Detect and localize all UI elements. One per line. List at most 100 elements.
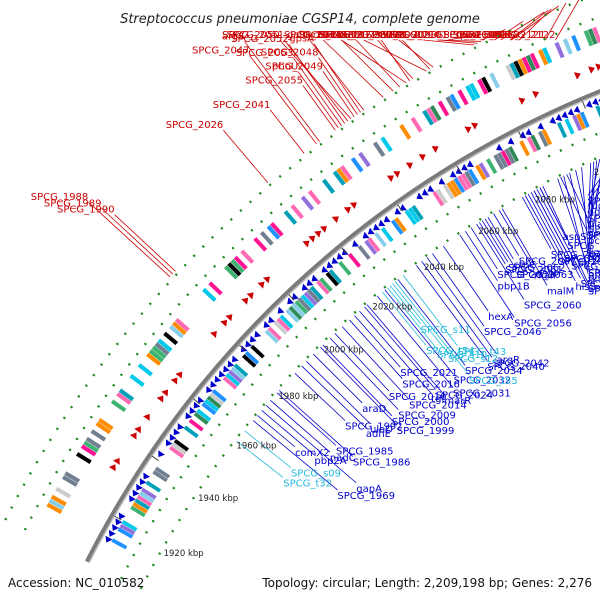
gene-label-spcg-2034[interactable]: SPCG_2034	[465, 366, 523, 377]
gene-label-mala[interactable]: malA	[377, 30, 403, 41]
gene-label-adh2[interactable]: adh2	[588, 207, 600, 218]
gene-label-ulad[interactable]: ulaD	[370, 425, 393, 436]
gene-label-spcg-2085[interactable]: SPCG_2085	[567, 241, 600, 252]
gene-label-rrma[interactable]: rrmA	[317, 30, 342, 41]
gene-label-spcg-2090[interactable]: SPCG_2090	[366, 30, 424, 41]
gene-label-spcg-2083[interactable]: SPCG_2083	[571, 262, 600, 273]
gene-label-gapa[interactable]: gapA	[356, 484, 382, 495]
gene-label-spcg-1990[interactable]: SPCG_1990	[57, 205, 115, 216]
gene-label-rpmf[interactable]: rpmF	[456, 30, 482, 41]
gene-label-spcg-2113[interactable]: SPCG_2113	[588, 230, 600, 241]
gene-label-arad[interactable]: araD	[362, 404, 386, 415]
gene-label-spcg-s11[interactable]: SPCG_s11	[421, 325, 471, 336]
gene-label-spcg-2040[interactable]: SPCG_2040	[487, 362, 545, 373]
gene-label-spcg-2121[interactable]: SPCG_2121	[488, 30, 546, 41]
gene-label-fuci[interactable]: fucI	[588, 201, 600, 212]
gene-label-spcg-2032[interactable]: SPCG_2032	[454, 375, 512, 386]
gene-label-spcg-s10[interactable]: SPCG_s10	[437, 350, 487, 361]
gene-label-spcg-2118[interactable]: SPCG_2118	[462, 30, 520, 41]
gene-label-marr[interactable]: marR	[444, 396, 471, 407]
gene-label-ulaa[interactable]: ulaA	[588, 219, 600, 230]
gene-label-malr[interactable]: malR	[338, 30, 364, 41]
gene-label-spcg-2042[interactable]: SPCG_2042	[492, 358, 550, 369]
gene-label-spcg-2000[interactable]: SPCG_2000	[392, 417, 450, 428]
gene-label-spcg-2080[interactable]: SPCG_2080	[558, 257, 600, 268]
gene-label-spcg-2101[interactable]: SPCG_2101	[390, 30, 448, 41]
gene-label-spcg-2084[interactable]: SPCG_2084	[588, 287, 600, 298]
gene-label-spcg-2055[interactable]: SPCG_2055	[245, 76, 303, 87]
gene-label-spcg-2051[interactable]: SPCG_2051	[227, 30, 285, 41]
gene-label-spcg-1985[interactable]: SPCG_1985	[336, 446, 394, 457]
gene-label-pbp2a[interactable]: pbp2A	[314, 456, 346, 467]
gene-label-hexa[interactable]: hexA	[488, 312, 513, 323]
gene-label-spcg-2009[interactable]: SPCG_2009	[398, 411, 456, 422]
gene-label-adhe[interactable]: adhE	[366, 429, 391, 440]
gene-label-ctpc[interactable]: ctpC	[513, 260, 536, 271]
gene-label-spcg-1992[interactable]: SPCG_1992	[345, 422, 403, 433]
gene-label-nadc[interactable]: nadC	[330, 453, 356, 464]
gene-label-spcg-t32[interactable]: SPCG_t32	[283, 479, 332, 490]
gene-label-spcg-2115[interactable]: SPCG_2115	[443, 30, 501, 41]
gene-label-spcg-2069[interactable]: SPCG_2069	[299, 30, 357, 41]
gene-label-spcg-2067[interactable]: SPCG_2067	[519, 257, 577, 268]
gene-label-spcg-2099[interactable]: SPCG_2099	[588, 224, 600, 235]
gene-label-spcg-2122[interactable]: SPCG_2122	[498, 30, 556, 41]
gene-label-phou[interactable]: phoU	[272, 62, 298, 73]
gene-label-tktn[interactable]: tktN	[588, 254, 600, 265]
gene-label-spcg-2074[interactable]: SPCG_2074	[284, 30, 342, 41]
gene-label-spcg-2014[interactable]: SPCG_2014	[409, 401, 467, 412]
gene-label-spcg-2026[interactable]: SPCG_2026	[166, 120, 224, 131]
gene-label-spcg-2072[interactable]: SPCG_2072	[320, 30, 378, 41]
gene-label-spcg-t54[interactable]: SPCG_t54	[426, 346, 475, 357]
gene-label-hiss[interactable]: hisS	[575, 282, 596, 293]
gene-label-spcg-2093[interactable]: SPCG_2093	[380, 30, 438, 41]
gene-label-tgt[interactable]: tgt	[431, 394, 445, 405]
gene-label-spcg-s09[interactable]: SPCG_s09	[291, 469, 341, 480]
gene-label-spcg-2049[interactable]: SPCG_2049	[265, 61, 323, 72]
gene-label-spcg-2091[interactable]: SPCG_2091	[588, 268, 600, 279]
gene-label-spcg-2111[interactable]: SPCG_2111	[588, 252, 600, 263]
gene-label-spcg-2059[interactable]: SPCG_2059	[497, 270, 555, 281]
gene-label-spcg-2089[interactable]: SPCG_2089	[588, 284, 600, 295]
gene-label-spcg-s12[interactable]: SPCG_s12	[448, 354, 498, 365]
gene-label-spcg-2052[interactable]: SPCG_2052	[231, 34, 289, 45]
gene-label-galu[interactable]: galU	[287, 30, 310, 41]
gene-label-ilvd[interactable]: ilvD	[588, 249, 600, 260]
gene-label-spcg-2114[interactable]: SPCG_2114	[588, 268, 600, 279]
gene-label-gpsa[interactable]: gpsA	[289, 34, 314, 45]
gene-label-spcg-2053[interactable]: SPCG_2053	[236, 48, 294, 59]
gene-label-spcg-t43[interactable]: SPCG_t43	[457, 347, 506, 358]
gene-label-spcg-2048[interactable]: SPCG_2048	[261, 48, 319, 59]
gene-label-spcg-2061[interactable]: SPCG_2061	[505, 265, 563, 276]
gene-label-spcg-2060[interactable]: SPCG_2060	[524, 300, 582, 311]
gene-label-spcg-2046[interactable]: SPCG_2046	[484, 327, 542, 338]
gene-label-spcg-2078[interactable]: SPCG_2078	[551, 250, 600, 261]
gene-label-args[interactable]: argS	[222, 32, 245, 43]
gene-label-spcg-1999[interactable]: SPCG_1999	[397, 426, 455, 437]
gene-label-comx2[interactable]: comX2	[295, 448, 330, 459]
gene-label-tktc[interactable]: tktC	[588, 275, 600, 286]
gene-label-tyrs[interactable]: tyrS	[303, 30, 323, 41]
gene-label-spcg-2116[interactable]: SPCG_2116	[453, 30, 511, 41]
gene-label-spcg-2094[interactable]: SPCG_2094	[382, 30, 440, 41]
gene-label-spcg-2031[interactable]: SPCG_2031	[453, 389, 511, 400]
gene-label-spcg-1988[interactable]: SPCG_1988	[31, 192, 89, 203]
gene-label-spcg-2063[interactable]: SPCG_2063	[516, 270, 574, 281]
gene-label-spcg-2041[interactable]: SPCG_2041	[213, 100, 271, 111]
gene-label-spcg-2016[interactable]: SPCG_2016	[402, 380, 460, 391]
gene-label-spcg-2092[interactable]: SPCG_2092	[587, 231, 600, 242]
gene-label-pbp1b[interactable]: pbp1B	[497, 282, 529, 293]
gene-label-argr[interactable]: argR	[497, 355, 520, 366]
gene-label-spcg-1969[interactable]: SPCG_1969	[337, 491, 395, 502]
gene-label-spcg-2010[interactable]: SPCG_2010	[389, 392, 447, 403]
gene-label-spcg-2117[interactable]: SPCG_2117	[588, 196, 600, 207]
gene-label-spcg-2081[interactable]: SPCG_2081	[564, 254, 600, 265]
gene-label-arcb[interactable]: arcB	[489, 30, 512, 41]
gene-label-spcg-1986[interactable]: SPCG_1986	[353, 457, 411, 468]
gene-label-spcg-2062[interactable]: SPCG_2062	[508, 263, 566, 274]
gene-label-malm[interactable]: malM	[547, 286, 574, 297]
gene-label-spcg-2110[interactable]: SPCG_2110	[437, 30, 495, 41]
gene-label-spcg-2077[interactable]: SPCG_2077	[341, 30, 399, 41]
gene-label-spcg-2021[interactable]: SPCG_2021	[400, 368, 458, 379]
gene-label-spcg-t55[interactable]: SPCG_t55	[469, 376, 518, 387]
